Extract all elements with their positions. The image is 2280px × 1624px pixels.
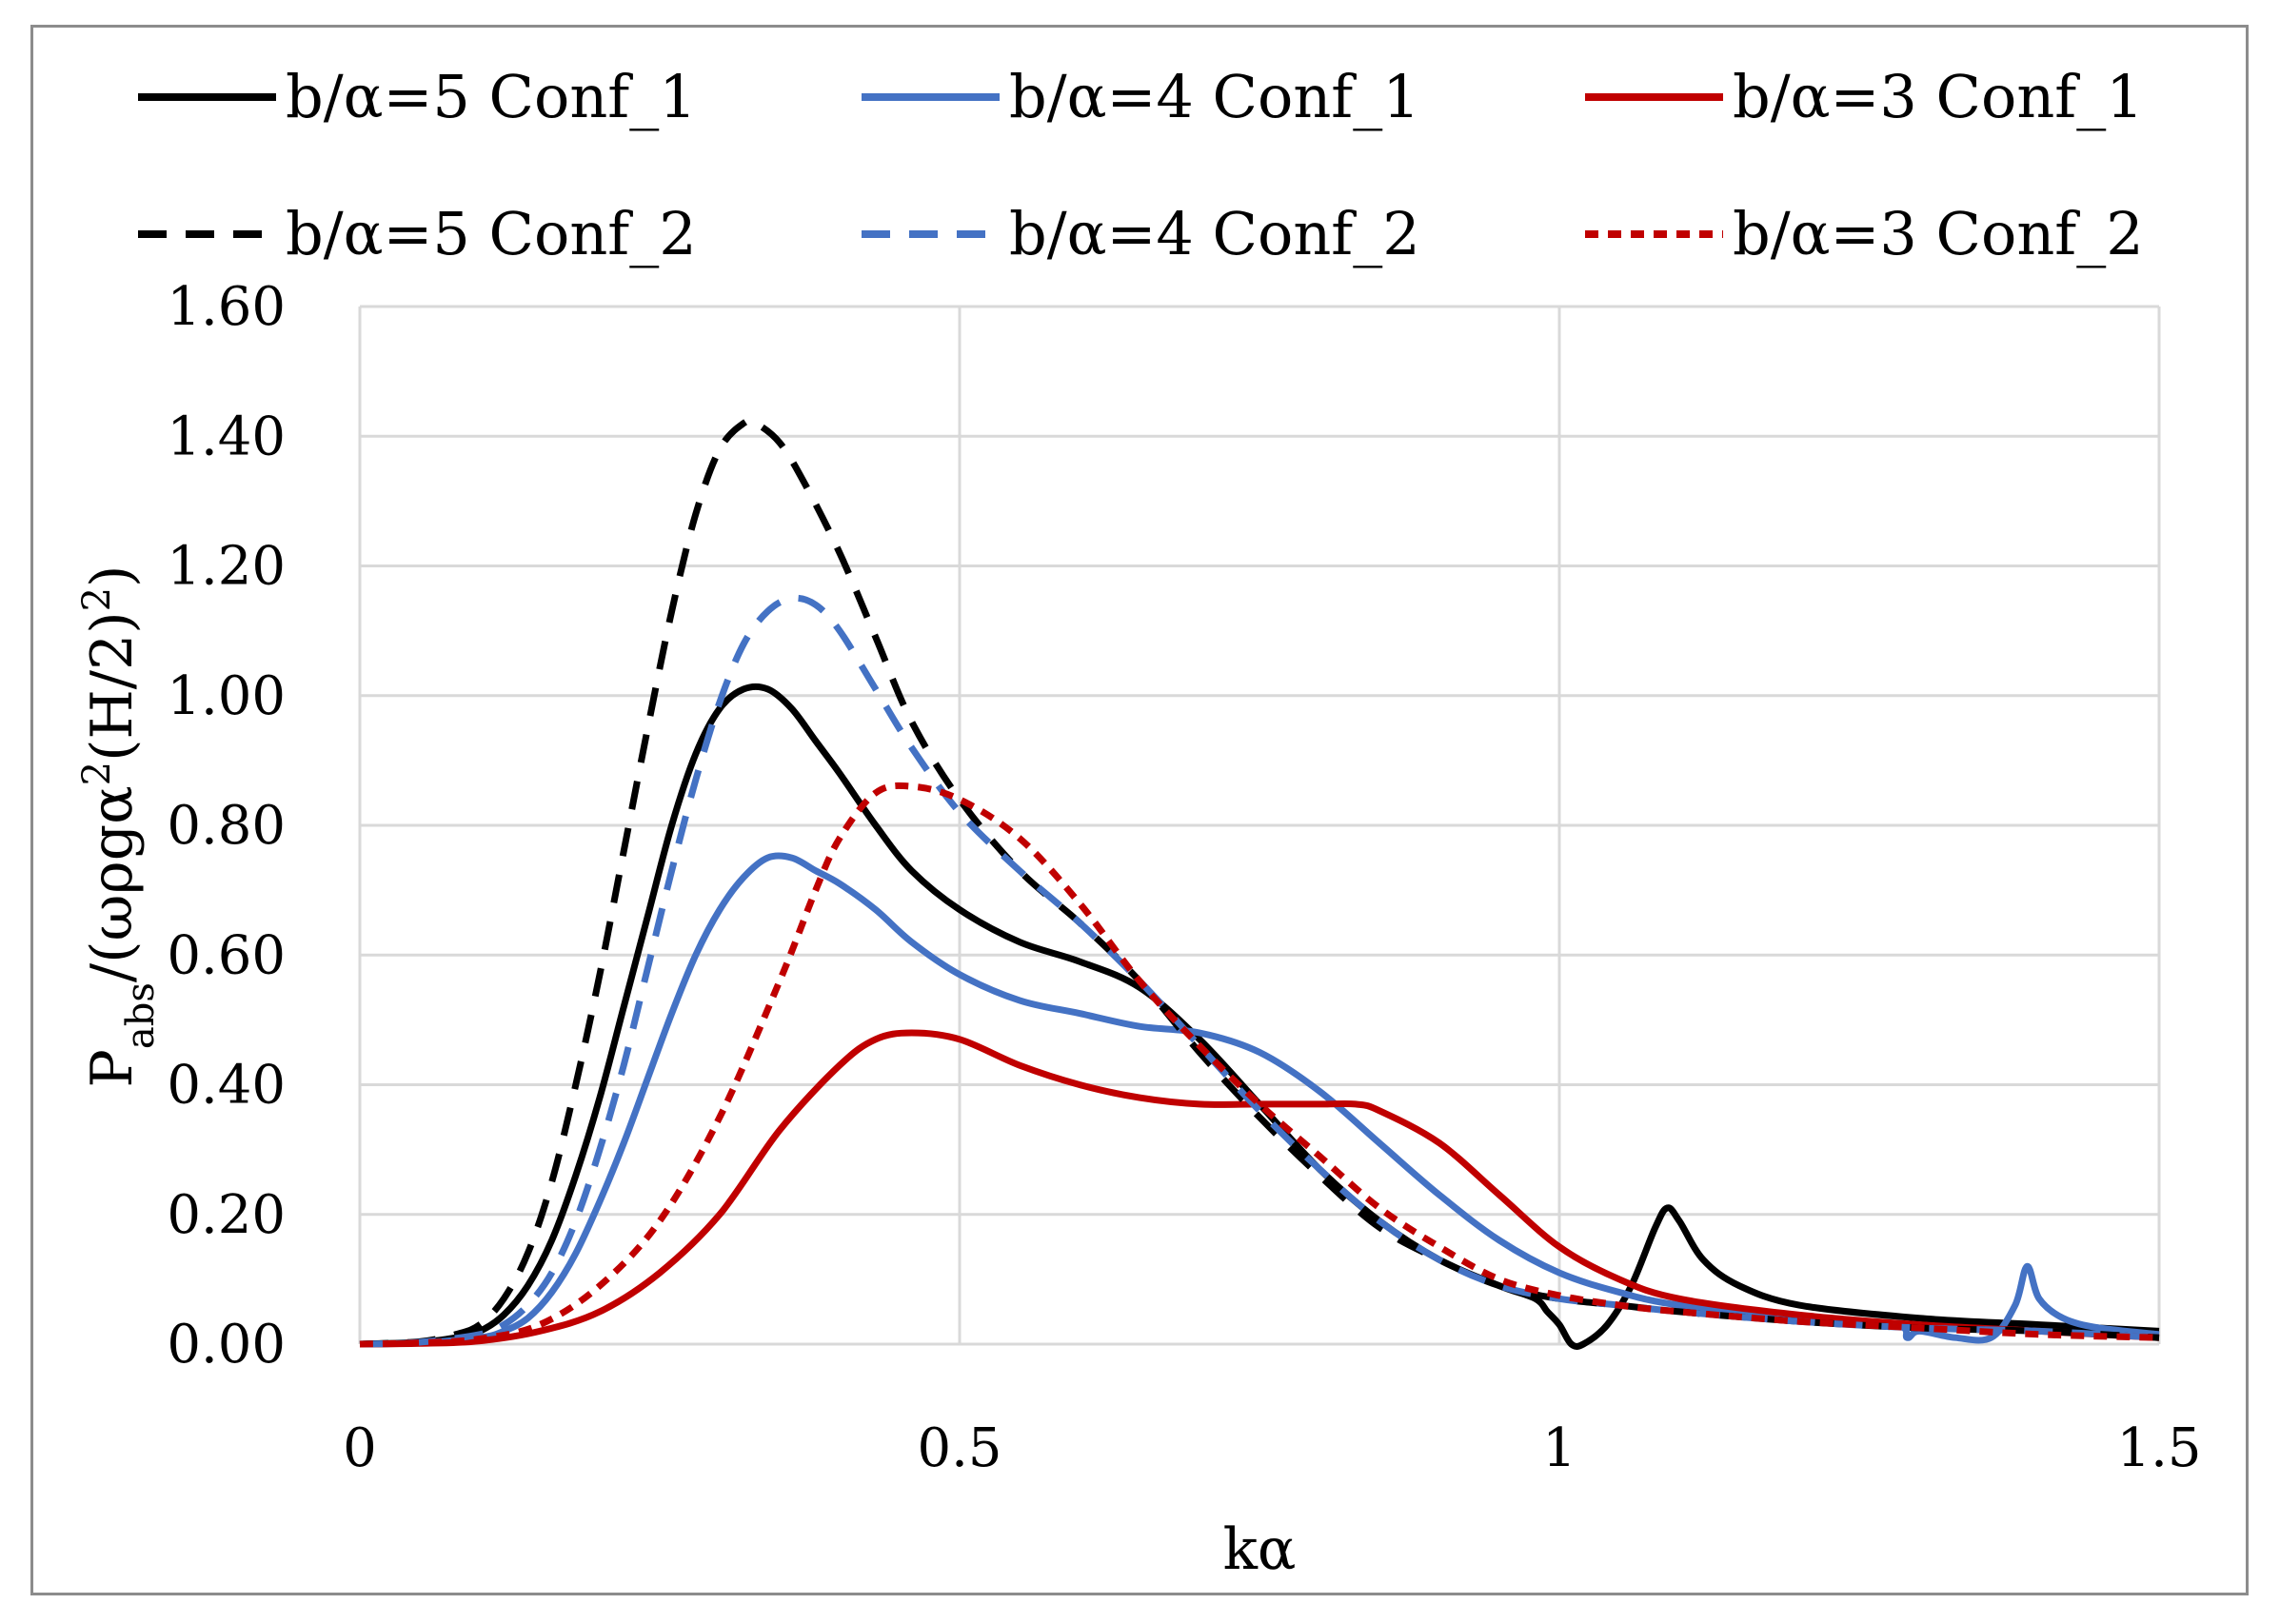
series-line-2 xyxy=(359,852,2160,1348)
series-line-4 xyxy=(359,417,2160,1348)
x-axis-ticks: 0 0.5 1 1.5 xyxy=(343,1417,2201,1479)
x-axis-title: kα xyxy=(1223,1516,1297,1583)
legend-label-2: b/α=4 Conf_1 xyxy=(1009,62,1420,131)
y-tick-label: 1.40 xyxy=(167,406,286,467)
y-tick-label: 0.20 xyxy=(167,1184,286,1246)
legend-label-5: b/α=4 Conf_2 xyxy=(1009,199,1420,268)
y-tick-label: 0.00 xyxy=(167,1314,286,1376)
y-axis-title: Pabs/(ωρgα2(H/2)2) xyxy=(75,565,163,1088)
chart-frame xyxy=(30,25,2249,1595)
legend: b/α=5 Conf_1 b/α=4 Conf_1 b/α=3 Conf_1 b/α=… xyxy=(138,62,2144,268)
x-tick-label: 0.5 xyxy=(917,1417,1001,1479)
x-tick-label: 1 xyxy=(1542,1417,1576,1479)
y-title-sup2: 2 xyxy=(75,587,119,611)
y-title-mid2: (H/2) xyxy=(79,611,146,762)
x-tick-label: 0 xyxy=(343,1417,377,1479)
series-line-6 xyxy=(359,782,2160,1348)
y-title-end: ) xyxy=(79,565,146,587)
series-layer xyxy=(359,417,2160,1351)
y-tick-label: 1.20 xyxy=(167,536,286,598)
y-tick-label: 1.60 xyxy=(167,276,286,338)
legend-label-3: b/α=3 Conf_1 xyxy=(1733,62,2144,131)
series-line-1 xyxy=(359,683,2160,1351)
x-tick-label: 1.5 xyxy=(2116,1417,2201,1479)
series-line-3 xyxy=(359,1029,2160,1348)
legend-label-1: b/α=5 Conf_1 xyxy=(286,62,697,131)
y-tick-label: 0.60 xyxy=(167,924,286,986)
y-axis-ticks: 0.00 0.20 0.40 0.60 0.80 1.00 1.20 1.40 1.60 xyxy=(167,276,286,1376)
y-title-main: P xyxy=(79,1049,146,1087)
y-tick-label: 0.40 xyxy=(167,1055,286,1117)
grid xyxy=(358,305,2161,1346)
y-tick-label: 1.00 xyxy=(167,665,286,727)
y-title-sub: abs xyxy=(119,982,163,1049)
legend-label-4: b/α=5 Conf_2 xyxy=(286,199,697,268)
series-line-5 xyxy=(359,594,2160,1348)
y-title-mid1: /(ωρgα xyxy=(79,785,146,982)
y-tick-label: 0.80 xyxy=(167,795,286,857)
y-title-sup1: 2 xyxy=(75,762,119,785)
legend-label-6: b/α=3 Conf_2 xyxy=(1733,199,2144,268)
